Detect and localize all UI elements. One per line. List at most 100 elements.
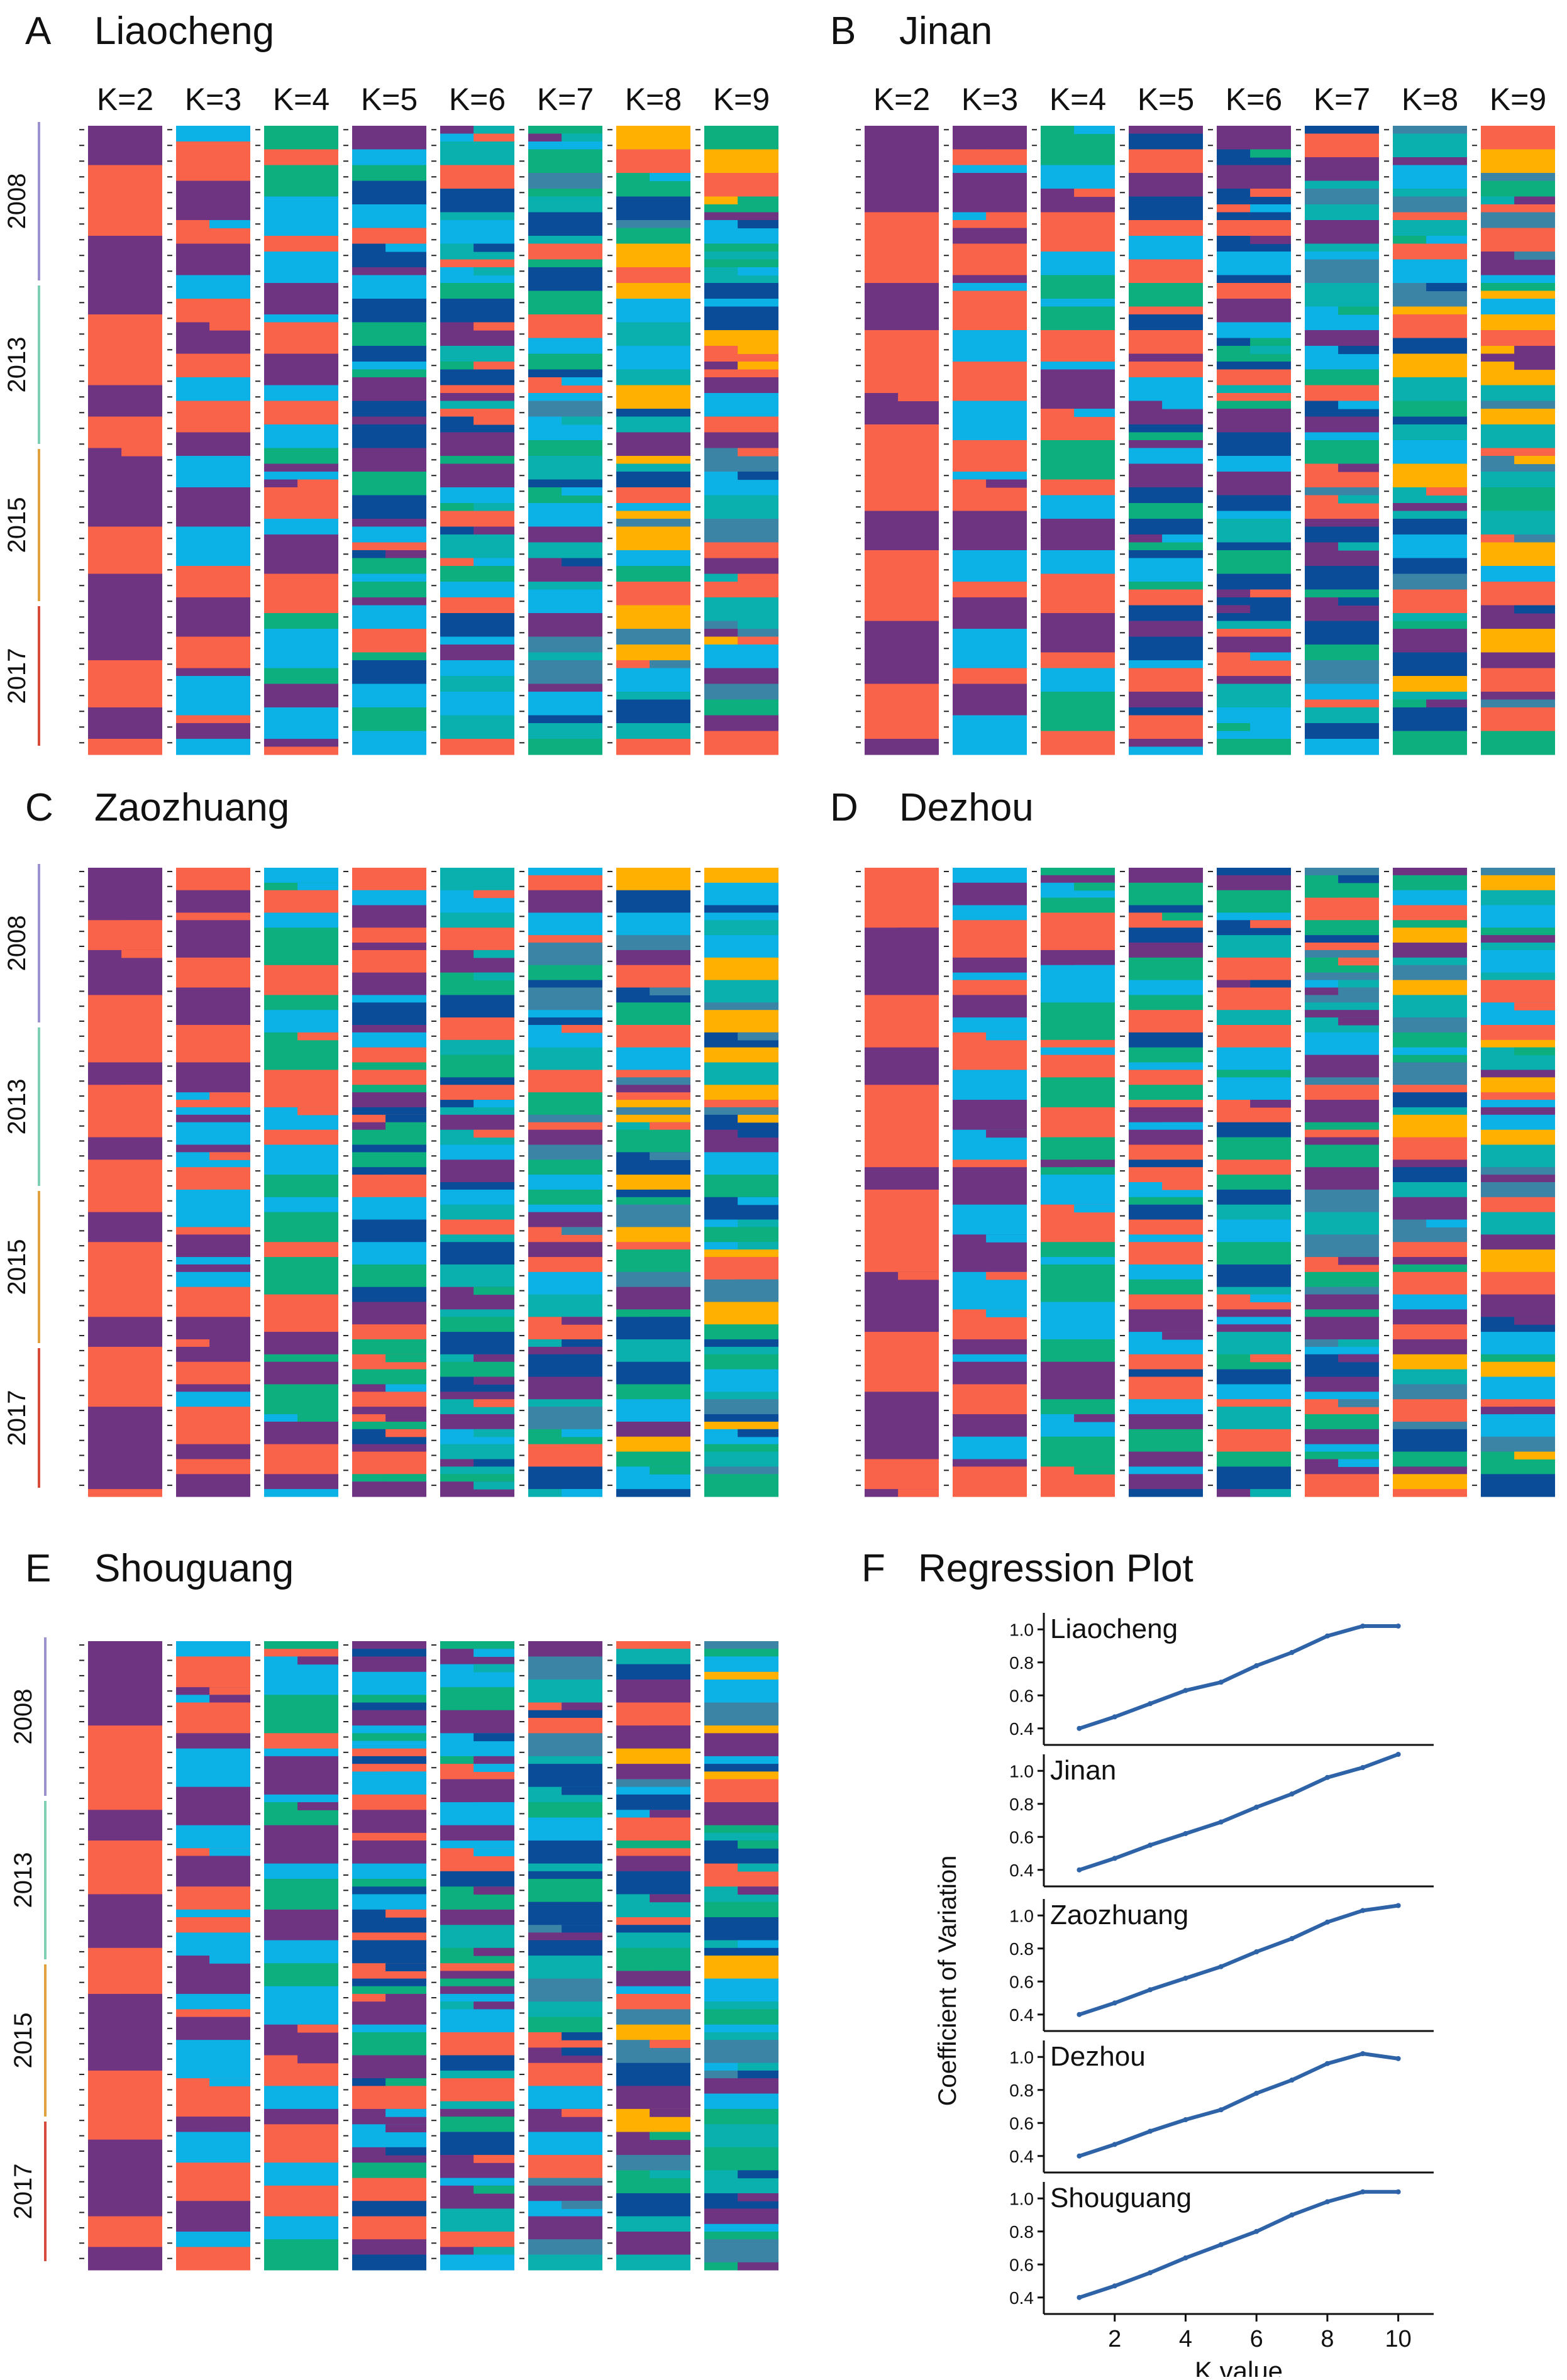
ancestry-block <box>440 487 514 504</box>
y-tick-label: 1.0 <box>1009 2189 1034 2208</box>
ancestry-block <box>1393 875 1467 891</box>
ancestry-block <box>176 1384 250 1392</box>
ancestry-block <box>1162 534 1203 543</box>
ancestry-block <box>1041 330 1115 362</box>
k-label: K=5 <box>361 82 418 117</box>
ancestry-block <box>264 2216 338 2240</box>
ancestry-block <box>352 1085 426 1093</box>
series-label: Zaozhuang <box>1050 1900 1188 1930</box>
ancestry-block <box>1041 165 1115 189</box>
ancestry-block <box>88 236 162 315</box>
ancestry-block <box>528 1710 602 1719</box>
ancestry-block <box>1514 605 1555 614</box>
ancestry-block <box>1162 1332 1203 1340</box>
ancestry-block <box>738 2193 778 2201</box>
ancestry-block <box>352 1219 426 1243</box>
ancestry-block <box>1041 440 1115 480</box>
ancestry-block <box>704 126 778 150</box>
ancestry-block <box>1217 890 1291 914</box>
ancestry-block <box>440 2070 514 2079</box>
ancestry-block <box>704 868 778 883</box>
ancestry-block <box>264 1879 338 1910</box>
ancestry-block <box>616 1114 690 1123</box>
ancestry-block <box>440 2108 514 2117</box>
y-tick-label: 0.8 <box>1009 1795 1034 1814</box>
ancestry-block <box>704 495 778 519</box>
year-label: 2013 <box>9 1852 37 1908</box>
ancestry-block <box>704 393 778 418</box>
ancestry-block <box>704 558 778 575</box>
structure-column-k2 <box>79 868 162 1497</box>
x-tick-label: 2 <box>1108 2326 1121 2352</box>
ancestry-block <box>176 1227 250 1235</box>
ancestry-block <box>616 935 690 951</box>
ancestry-block <box>352 597 426 606</box>
ancestry-block <box>1305 1077 1379 1085</box>
ancestry-block <box>121 448 162 457</box>
ancestry-block <box>865 995 939 1048</box>
ancestry-block <box>176 2232 250 2248</box>
ancestry-block <box>528 935 602 943</box>
ancestry-block <box>1041 1077 1115 1108</box>
ancestry-block <box>1041 731 1115 755</box>
ancestry-block <box>616 1993 690 2010</box>
ancestry-block <box>176 1271 250 1288</box>
data-point <box>1395 1903 1401 1908</box>
ancestry-block <box>440 1466 514 1475</box>
ancestry-block <box>528 212 602 236</box>
ancestry-block <box>1393 1339 1467 1355</box>
ancestry-block <box>1514 1047 1555 1056</box>
ancestry-block <box>352 558 426 575</box>
ancestry-block <box>562 1339 602 1348</box>
ancestry-block <box>88 416 162 449</box>
ancestry-block <box>1250 236 1291 245</box>
ancestry-block <box>440 456 514 465</box>
structure-column-k6 <box>431 1641 514 2271</box>
ancestry-block <box>352 2178 426 2201</box>
ancestry-block <box>616 1817 690 1841</box>
ancestry-block <box>528 912 602 936</box>
ancestry-block <box>528 1641 602 1657</box>
ancestry-block <box>616 1399 690 1422</box>
y-tick-label: 0.6 <box>1009 1686 1034 1705</box>
ancestry-block <box>352 228 426 245</box>
ancestry-block <box>986 1032 1027 1041</box>
ancestry-block <box>616 1679 690 1703</box>
ancestry-block <box>1481 1114 1555 1131</box>
ancestry-block <box>1338 597 1379 606</box>
ancestry-block <box>176 1856 250 1887</box>
ancestry-block <box>865 212 939 284</box>
series-label: Dezhou <box>1050 2041 1146 2072</box>
ancestry-block <box>528 723 602 739</box>
ancestry-block <box>176 353 250 378</box>
ancestry-block <box>1217 275 1291 284</box>
ancestry-block <box>176 126 250 142</box>
structure-column-k4 <box>1032 126 1115 755</box>
ancestry-block <box>264 739 338 748</box>
ancestry-block <box>1305 252 1379 260</box>
ancestry-block <box>1393 980 1467 995</box>
ancestry-block <box>352 180 426 205</box>
ancestry-block <box>1041 1160 1115 1168</box>
ancestry-block <box>440 1017 514 1041</box>
ancestry-block <box>264 2108 338 2125</box>
panel-letter: A <box>25 9 52 53</box>
ancestry-block <box>1217 676 1291 685</box>
ancestry-block <box>176 2040 250 2079</box>
ancestry-block <box>528 1129 602 1146</box>
ancestry-block <box>1481 692 1555 700</box>
ancestry-block <box>440 739 514 755</box>
data-point <box>1360 2189 1366 2195</box>
data-point <box>1324 2199 1330 2205</box>
ancestry-block <box>1129 746 1203 755</box>
ancestry-block <box>1129 330 1203 355</box>
ancestry-block <box>528 1940 602 1956</box>
structure-column-k3 <box>167 126 250 755</box>
ancestry-block <box>1481 1182 1555 1198</box>
data-point <box>1324 1633 1330 1639</box>
ancestry-block <box>1162 1182 1203 1190</box>
ancestry-block <box>88 1894 162 1949</box>
ancestry-block <box>352 1369 426 1385</box>
ancestry-block <box>1481 1077 1555 1093</box>
ancestry-block <box>738 1429 778 1437</box>
